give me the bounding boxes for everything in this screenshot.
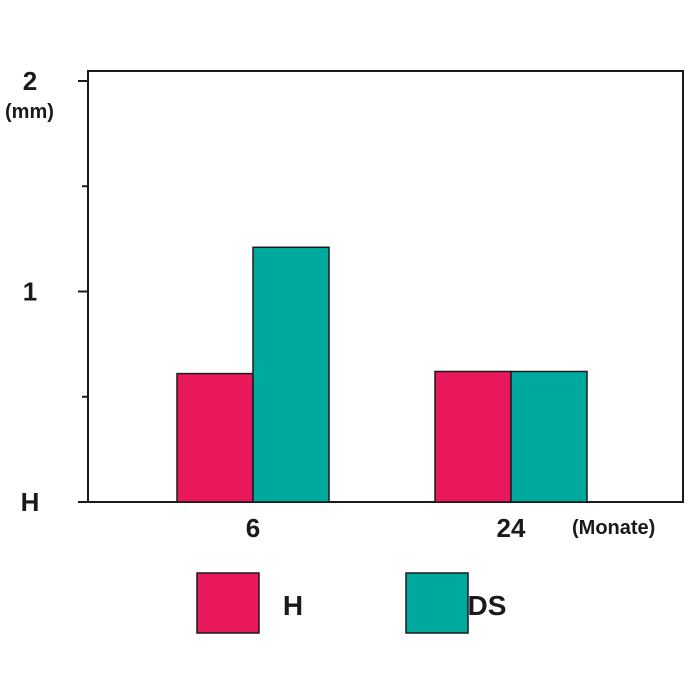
bar-h-24 — [434, 370, 512, 503]
y-tick-label: 2 — [23, 66, 37, 96]
legend-swatch-ds — [405, 572, 469, 634]
y-unit-label: (mm) — [5, 101, 54, 123]
bar-h-6 — [176, 372, 254, 503]
y-tick-label: H — [21, 487, 40, 517]
bar-ds-24 — [510, 370, 588, 503]
plot-frame — [87, 70, 684, 503]
x-axis-label: (Monate) — [572, 517, 655, 539]
x-axis: 6 24 — [246, 513, 526, 543]
x-tick-label: 24 — [497, 513, 526, 543]
y-tick-label: 1 — [23, 277, 37, 307]
legend-label-h: H — [283, 590, 303, 621]
legend-swatch-h — [196, 572, 260, 634]
x-tick-label: 6 — [246, 513, 260, 543]
y-axis: H 1 2 — [21, 66, 88, 517]
bar-ds-6 — [252, 246, 330, 503]
legend: H DS — [196, 572, 507, 634]
legend-label-ds: DS — [468, 590, 507, 621]
bars-group — [176, 246, 588, 503]
